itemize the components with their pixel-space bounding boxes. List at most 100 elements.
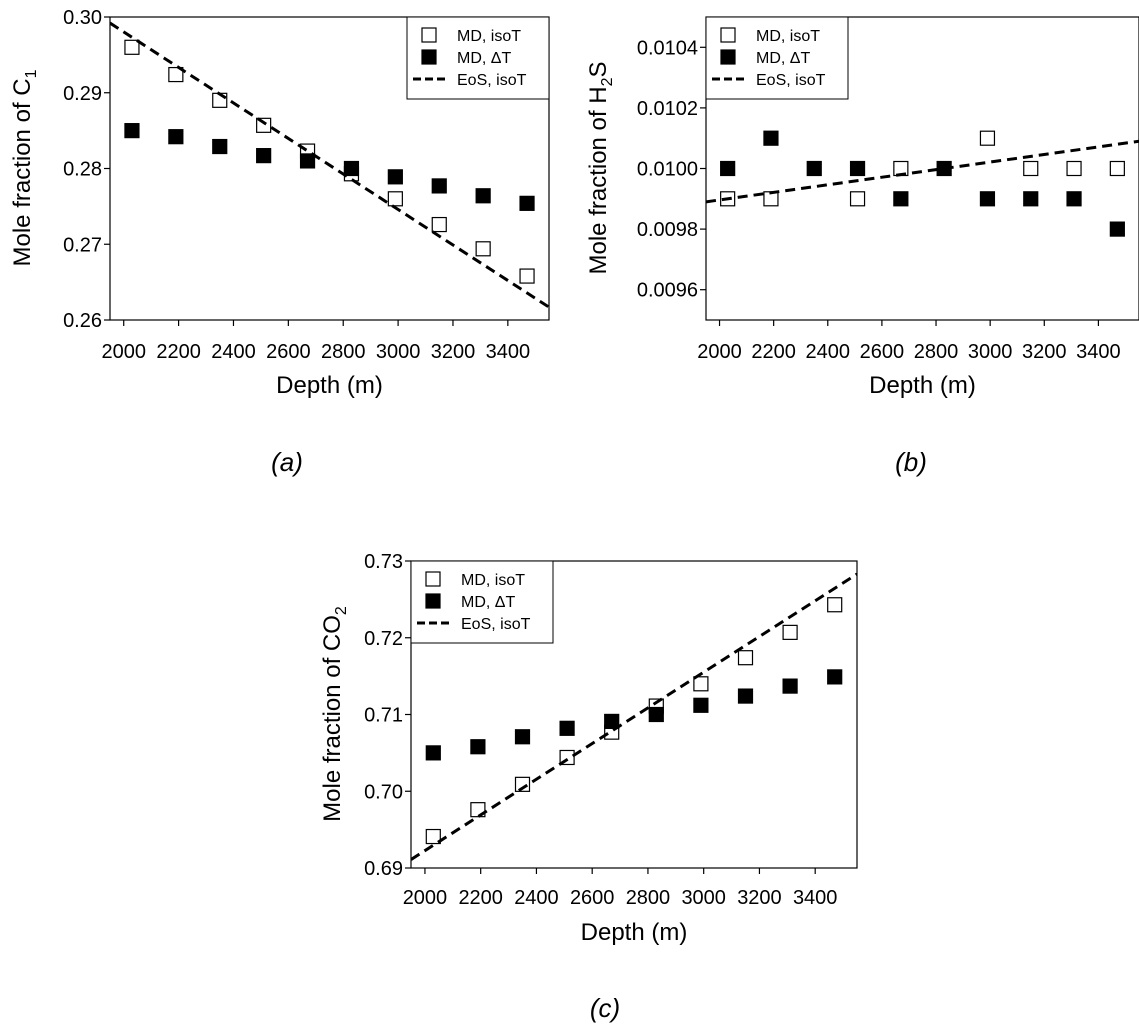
panel-c-x-tick-label: 2200 xyxy=(458,887,503,909)
panel-b-x-tick-label: 2600 xyxy=(860,341,905,363)
panel-c-eos-line xyxy=(411,572,857,861)
panel-c-y-axis-title: Mole fraction of CO2 xyxy=(319,606,350,822)
panel-a-legend-label: MD, isoT xyxy=(457,28,521,45)
panel-c-legend-label: MD, ΔT xyxy=(461,594,515,611)
caption-a: (a) xyxy=(271,447,303,477)
panel-b-x-tick-label: 2800 xyxy=(914,341,959,363)
panel-a-y-axis-title-subscript: 1 xyxy=(23,69,40,78)
panel-a-md-dt-point xyxy=(387,169,403,185)
panel-a-md-dt-point xyxy=(343,160,360,177)
panel-a-md-dt-point xyxy=(256,148,272,164)
panel-b-md-dt-point xyxy=(849,160,866,177)
panel-a-md-dt-point xyxy=(168,129,184,145)
panel-c-md-isot-point xyxy=(514,776,531,792)
panel-b-y-axis-title-end: S xyxy=(585,62,612,78)
panel-b-data-area xyxy=(706,130,1139,237)
panel-a-md-dt-point xyxy=(299,153,316,169)
panel-a-x-tick-label: 2200 xyxy=(156,341,201,363)
panel-a-x-axis-title: Depth (m) xyxy=(276,372,383,399)
panel-c-md-dt-point xyxy=(737,688,754,704)
panel-c-md-dt-point xyxy=(604,713,620,730)
panel-b-x-tick-label: 3400 xyxy=(1076,341,1121,363)
panel-a-x-tick-label: 2800 xyxy=(321,341,366,363)
panel-a-md-dt-point xyxy=(475,188,491,204)
panel-b-md-dt-point xyxy=(806,160,822,177)
panel-a-x-tick-label: 2600 xyxy=(266,341,311,363)
panel-b-y-tick-label: 0.0096 xyxy=(637,280,698,302)
panel-b-y-tick-label: 0.0098 xyxy=(637,219,698,241)
panel-c-x-tick-label: 2400 xyxy=(514,887,559,909)
panel-b-chart: 2000 2200 2400 2600 2800 3000 3200 3400 0.0096 0.… xyxy=(585,16,1139,399)
panel-c-md-dt-point xyxy=(425,745,441,761)
panel-b-y-tick-label: 0.0102 xyxy=(637,98,698,120)
panel-a-data-area xyxy=(110,21,549,309)
panel-b-md-dt-point xyxy=(893,191,909,207)
panel-a-y-tick-label: 0.30 xyxy=(63,7,102,29)
panel-b-y-axis-title-main: Mole fraction of H xyxy=(585,86,612,274)
panel-b-legend-label: EoS, isoT xyxy=(756,72,826,89)
panel-a-x-tick-label: 3400 xyxy=(486,341,531,363)
panel-b-y-tick-label: 0.0100 xyxy=(637,159,698,181)
panel-b-eos-line xyxy=(706,139,1139,204)
panel-c-x-axis-title: Depth (m) xyxy=(581,919,688,946)
panel-c-md-dt-point xyxy=(559,720,575,736)
panel-b-md-isot-point xyxy=(1066,160,1082,177)
panel-c-y-axis-title-subscript: 2 xyxy=(333,606,350,615)
panel-c-chart: 2000 2200 2400 2600 2800 3000 3200 3400 0.69 0.70… xyxy=(319,551,858,946)
panel-a-md-dt-point xyxy=(212,138,228,155)
panel-b-md-dt-point xyxy=(1109,221,1125,237)
panel-a-legend-label: MD, ΔT xyxy=(457,50,511,67)
panel-b-x-tick-label: 2400 xyxy=(806,341,851,363)
panel-a-y-axis-title: Mole fraction of C1 xyxy=(9,69,40,266)
caption-b: (b) xyxy=(895,447,927,477)
panel-c-md-isot-point xyxy=(782,624,798,640)
panel-a-legend-marker-swatch xyxy=(421,49,437,65)
panel-c-legend-label: MD, isoT xyxy=(461,572,525,589)
panel-c-y-tick-label: 0.70 xyxy=(364,781,403,803)
panel-b-x-axis-title: Depth (m) xyxy=(869,372,976,399)
panel-c-md-dt-point xyxy=(648,706,664,723)
panel-a-md-dt-point xyxy=(519,195,535,211)
panel-a-x-tick-label: 2400 xyxy=(211,341,256,363)
panel-c-md-dt-point xyxy=(693,697,709,713)
panel-c-md-isot-point xyxy=(425,828,441,845)
panel-b-x-tick-label: 3000 xyxy=(968,341,1013,363)
panel-c-x-tick-label: 2800 xyxy=(626,887,671,909)
panel-b-legend-label: MD, isoT xyxy=(756,28,820,45)
panel-b-x-tick-label: 3200 xyxy=(1022,341,1067,363)
panel-c-md-dt-point xyxy=(514,729,531,745)
panel-a-x-tick-label: 3000 xyxy=(376,341,421,363)
panel-b-legend-marker-swatch xyxy=(720,49,736,65)
panel-c-legend-marker-swatch xyxy=(425,593,441,609)
panel-c-md-dt-point xyxy=(782,678,798,694)
panel-a-eos-line xyxy=(110,21,549,309)
panel-c-legend-label: EoS, isoT xyxy=(461,616,531,633)
panel-b-y-tick-label: 0.0104 xyxy=(637,37,698,59)
panel-a-md-dt-point xyxy=(124,123,140,139)
panel-b-x-tick-label: 2200 xyxy=(751,341,796,363)
panel-c-data-area xyxy=(411,572,857,861)
panel-b-legend-label: MD, ΔT xyxy=(756,50,810,67)
caption-c: (c) xyxy=(590,993,620,1023)
panel-c-y-tick-label: 0.73 xyxy=(364,551,403,573)
panel-a-md-isot-point xyxy=(519,268,535,284)
panel-b-md-dt-point xyxy=(979,191,996,207)
panel-b-md-isot-point xyxy=(1109,160,1125,177)
panel-a-y-tick-label: 0.26 xyxy=(63,310,102,332)
panel-b-md-isot-point xyxy=(1023,160,1039,177)
panel-c-y-axis-title-main: Mole fraction of CO xyxy=(319,615,346,822)
panel-c-x-tick-label: 2600 xyxy=(570,887,615,909)
panel-a-md-isot-point xyxy=(431,216,447,233)
panel-c-md-dt-point xyxy=(470,739,486,755)
panel-c-md-isot-point xyxy=(827,597,843,613)
panel-c-md-isot-point xyxy=(737,650,754,666)
panel-a-chart: 2000 2200 2400 2600 2800 3000 3200 3400 0.26 0.27… xyxy=(9,7,550,399)
panel-a-md-isot-point xyxy=(124,39,140,55)
panel-b-md-dt-point xyxy=(720,160,736,177)
panel-c-x-tick-label: 3400 xyxy=(793,887,838,909)
panel-a-md-isot-point xyxy=(387,191,403,207)
panel-b-md-isot-point xyxy=(979,130,996,146)
panel-c-y-tick-label: 0.71 xyxy=(364,705,403,727)
panel-b-y-axis-title-subscript: 2 xyxy=(599,77,616,86)
